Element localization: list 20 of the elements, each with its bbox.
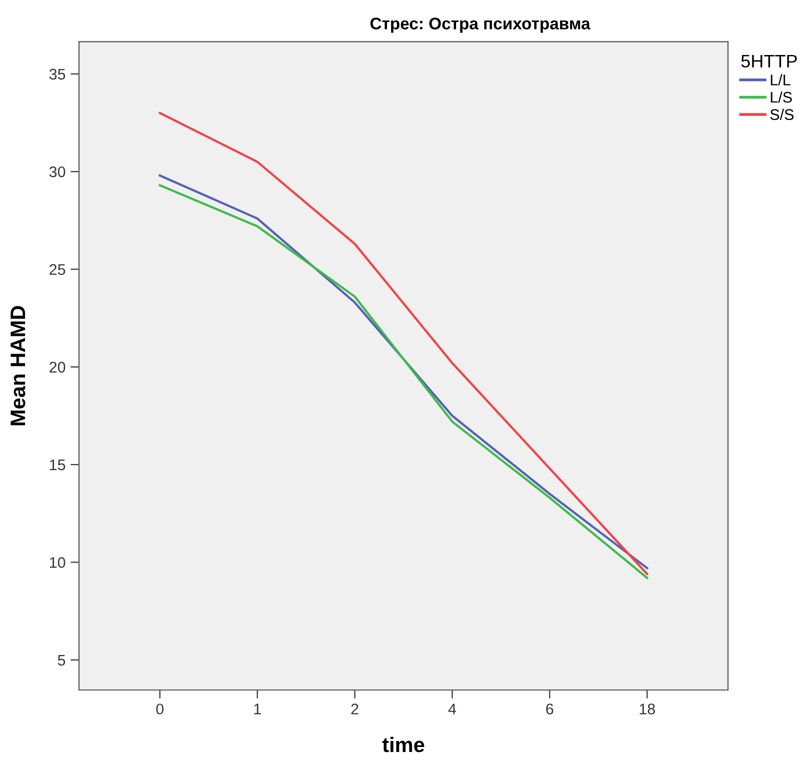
x-tick-label: 4 [448,704,456,714]
y-tick-label: 15 [50,460,66,470]
y-tick-label: 30 [49,166,66,178]
x-tick-label: 2 [351,704,358,714]
legend-label: L/L [770,74,790,86]
y-tick-label: 20 [50,362,66,373]
x-tick-label: 0 [156,704,164,714]
x-axis-title: time [382,736,424,752]
x-tick-label: 1 [254,704,261,714]
x-tick-label: 18 [640,704,655,714]
legend-title: 5HTTP [741,54,797,68]
y-tick-label: 10 [50,557,66,568]
legend-label: L/S [770,91,792,103]
legend-label: S/S [770,108,794,120]
x-tick-label: 6 [546,704,554,714]
y-tick-label: 35 [49,68,66,80]
y-axis-title: Mean HAMD [10,306,26,426]
y-tick-label: 5 [58,654,66,666]
chart-title: Стрес: Остра психотравма [370,18,590,33]
y-tick-label: 25 [50,264,66,275]
